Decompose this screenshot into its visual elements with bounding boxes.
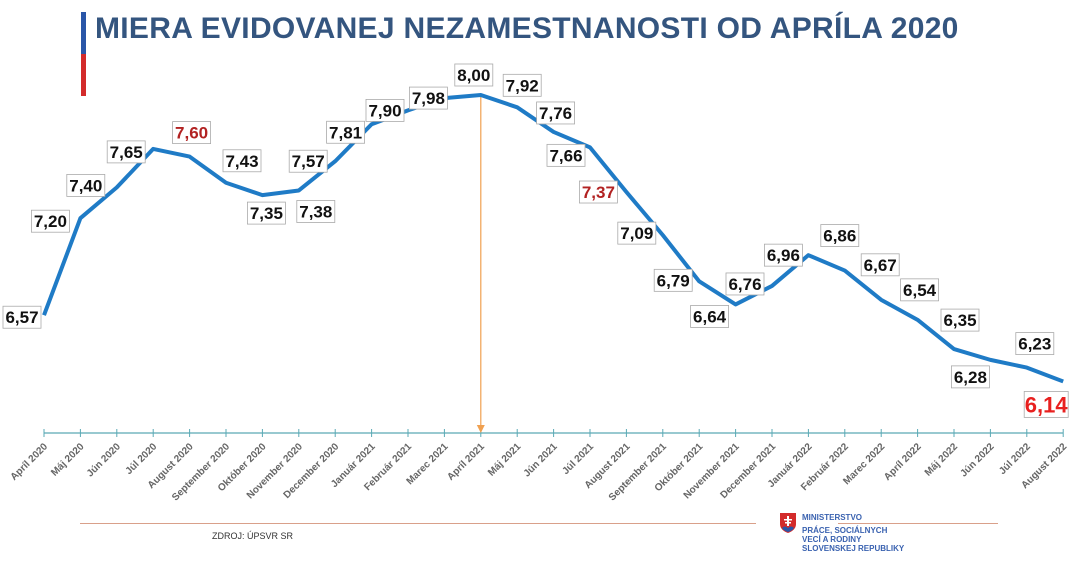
data-label-box (653, 268, 693, 292)
x-tick-label: Jún 2021 (522, 441, 560, 479)
marker-arrow (476, 425, 485, 433)
data-label: 6,57 (5, 308, 38, 327)
data-label: 7,98 (412, 89, 445, 108)
data-label: 7,92 (506, 76, 539, 95)
data-label-box (106, 140, 146, 164)
data-label: 7,60 (175, 124, 208, 143)
flag-bar-blue (81, 12, 86, 54)
data-label-box (296, 200, 336, 223)
data-label: 7,20 (34, 212, 67, 231)
data-label-box (860, 253, 900, 277)
data-label-box (222, 149, 262, 173)
coat-of-arms-icon (780, 513, 796, 533)
data-label-box (900, 278, 939, 302)
data-label-box (617, 221, 657, 245)
x-tick-label: Júl 2022 (997, 441, 1033, 477)
data-label-box (246, 201, 286, 225)
x-tick-label: Máj 2021 (486, 441, 524, 479)
ministry-logo: MINISTERSTVO PRÁCE, SOCIÁLNYCH VECÍ A RO… (780, 513, 904, 553)
x-tick-label: Máj 2020 (49, 441, 87, 479)
data-label-box (2, 305, 42, 329)
logo-line: SLOVENSKEJ REPUBLIKY (802, 544, 905, 553)
x-tick-label: Júl 2020 (124, 441, 160, 477)
data-label: 7,81 (329, 123, 362, 142)
data-label: 7,09 (620, 224, 653, 243)
data-label: 7,76 (539, 104, 572, 123)
data-label: 7,35 (250, 204, 283, 223)
data-label-box (1023, 391, 1069, 418)
series-line (42, 93, 1064, 384)
data-label-box (690, 305, 729, 328)
x-tick-label: Júl 2021 (560, 441, 596, 477)
data-label: 6,76 (728, 275, 761, 294)
x-tick-label: Apríl 2022 (882, 441, 924, 483)
flag-bar-red (81, 54, 86, 96)
data-label: 6,28 (954, 368, 987, 387)
data-label: 6,35 (943, 311, 976, 330)
x-tick-label: Máj 2022 (923, 441, 961, 479)
data-label-box (66, 173, 106, 197)
data-label: 7,37 (582, 183, 615, 202)
data-label-box (820, 224, 860, 247)
x-tick-label: Jún 2022 (958, 441, 996, 479)
x-tick-label: Jún 2020 (85, 441, 123, 479)
data-label: 8,00 (457, 66, 490, 85)
data-label: 7,40 (69, 176, 102, 195)
data-label: 6,86 (823, 227, 856, 246)
data-label: 6,64 (693, 307, 727, 326)
data-label-box (951, 365, 990, 389)
chart-title: MIERA EVIDOVANEJ NEZAMESTNANOSTI OD APRÍ… (95, 12, 959, 45)
data-label: 6,67 (864, 256, 897, 275)
data-label: 6,23 (1018, 335, 1051, 354)
data-label-box (579, 180, 618, 204)
data-label-box (326, 120, 366, 144)
data-label: 7,66 (549, 146, 582, 165)
data-label-box (454, 63, 494, 87)
data-label-box (288, 149, 328, 173)
data-label: 7,38 (299, 202, 332, 221)
footer-divider-right (838, 523, 998, 524)
data-label-box (172, 121, 212, 144)
data-label-box (536, 101, 575, 125)
data-label-box (30, 209, 70, 233)
data-label-box (725, 272, 765, 296)
data-label-box (764, 243, 803, 267)
footer-divider (80, 523, 756, 524)
data-label: 6,96 (767, 246, 800, 265)
x-tick-label: Apríl 2021 (445, 441, 487, 483)
data-label: 7,65 (110, 143, 143, 162)
logo-line: MINISTERSTVO (802, 513, 863, 522)
data-label-box (502, 73, 542, 97)
source-note: ZDROJ: ÚPSVR SR (212, 531, 294, 541)
x-tick-label: Apríl 2020 (9, 441, 51, 483)
data-label-box (365, 99, 405, 122)
data-label: 7,90 (368, 101, 401, 120)
data-label: 6,54 (903, 281, 937, 300)
data-label: 7,43 (225, 152, 258, 171)
data-label-box (546, 143, 586, 167)
data-label-box (940, 308, 980, 332)
data-label: 6,14 (1025, 392, 1069, 417)
data-label-box (1015, 332, 1055, 355)
logo-line: PRÁCE, SOCIÁLNYCH (802, 526, 888, 535)
data-label: 6,79 (657, 271, 690, 290)
data-label-box (408, 86, 448, 110)
data-label: 7,57 (292, 152, 325, 171)
logo-line: VECÍ A RODINY (802, 535, 862, 544)
